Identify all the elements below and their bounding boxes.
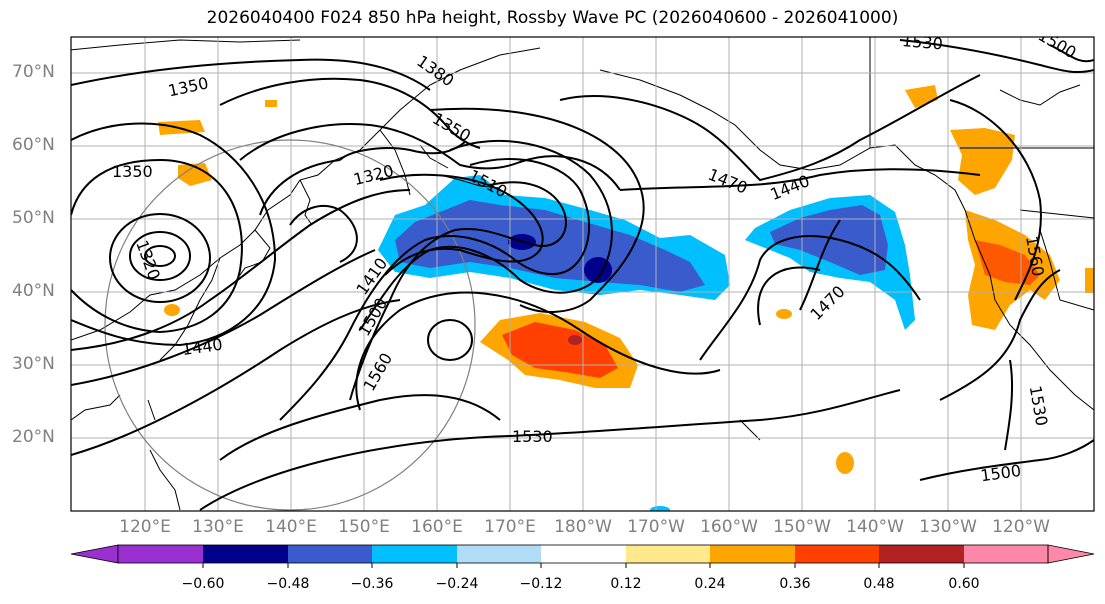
- colorbar-bin: [288, 545, 372, 563]
- lon-label: 160°W: [700, 517, 758, 537]
- lat-label: 60°N: [12, 135, 55, 155]
- graticule: [71, 37, 1094, 511]
- colorbar-outline: [117, 544, 1049, 564]
- colorbar-tick-label: −0.60: [181, 576, 225, 592]
- lat-label: 20°N: [12, 427, 55, 447]
- colorbar-tick-label: −0.36: [350, 576, 394, 592]
- colorbar-tick-label: −0.12: [519, 576, 563, 592]
- colorbar-tick-label: 0.60: [948, 576, 980, 592]
- lat-label: 70°N: [12, 62, 55, 82]
- colorbar-tick-label: 0.48: [863, 576, 895, 592]
- colorbar-bin: [879, 545, 964, 563]
- map-frame: [70, 36, 1095, 512]
- contour-label: 1530: [901, 31, 943, 53]
- lon-label: 150°W: [773, 517, 831, 537]
- lat-label: 50°N: [12, 208, 55, 228]
- lon-label: 120°E: [119, 517, 171, 537]
- colorbar-tick-label: 0.24: [694, 576, 726, 592]
- colorbar-bin: [795, 545, 879, 563]
- colorbar-bin: [626, 545, 710, 563]
- colorbar: [70, 544, 1095, 568]
- reference-circle: [104, 139, 476, 511]
- lon-label: 120°W: [992, 517, 1050, 537]
- positive-anomaly-fill: [158, 85, 1094, 474]
- colorbar-bin: [203, 545, 288, 563]
- contour-label: 1350: [112, 162, 153, 181]
- colorbar-bin: [457, 545, 541, 563]
- lon-label: 150°E: [338, 517, 390, 537]
- contour-label: 1530: [512, 427, 553, 446]
- height-contours: [71, 39, 1094, 511]
- colorbar-extend-left: [70, 544, 119, 564]
- lon-label: 130°E: [192, 517, 244, 537]
- colorbar-extend-right: [1047, 544, 1095, 564]
- lon-label: 140°E: [265, 517, 317, 537]
- colorbar-bin: [118, 545, 203, 563]
- coastlines: [71, 37, 1094, 511]
- map-title: 2026040400 F024 850 hPa height, Rossby W…: [206, 8, 899, 28]
- colorbar-tick-label: −0.24: [435, 576, 479, 592]
- colorbar-bin: [372, 545, 457, 563]
- map-plot-area: 1350 1380 1350 1320 1350 1320 1410 1500 …: [71, 31, 1094, 511]
- lon-label: 170°E: [484, 517, 536, 537]
- lon-label: 160°E: [411, 517, 463, 537]
- lon-label: 130°W: [919, 517, 977, 537]
- lon-label: 170°W: [627, 517, 685, 537]
- colorbar-bin: [541, 545, 626, 563]
- colorbar-tick-label: −0.48: [266, 576, 310, 592]
- lon-label: 180°W: [554, 517, 612, 537]
- lat-label: 40°N: [12, 281, 55, 301]
- lon-label: 140°W: [846, 517, 904, 537]
- colorbar-tick-label: 0.36: [779, 576, 811, 592]
- colorbar-tick-label: 0.12: [610, 576, 642, 592]
- lat-label: 30°N: [12, 354, 55, 374]
- colorbar-bin: [710, 545, 795, 563]
- colorbar-bin: [964, 545, 1048, 563]
